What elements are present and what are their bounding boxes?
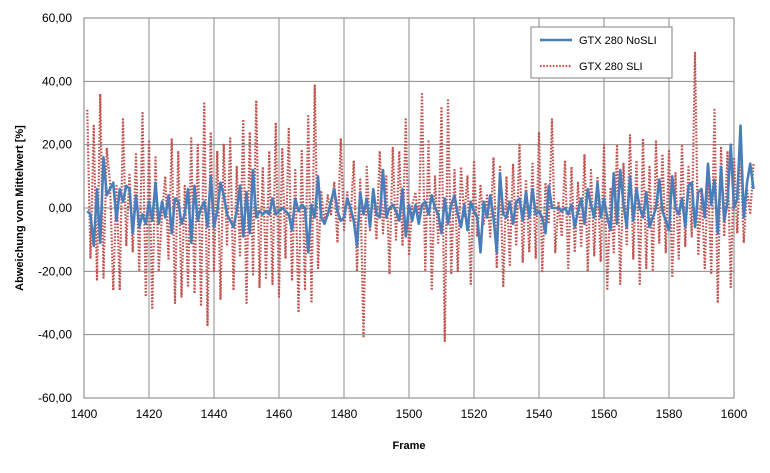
y-tick-label: 20,00 [42, 138, 72, 152]
y-tick-label: 60,00 [42, 11, 72, 25]
x-tick-label: 1560 [591, 407, 618, 421]
x-tick-label: 1540 [526, 407, 553, 421]
y-tick-labels: 60,00 40,00 20,00 0,00 -20,00 -40,00 -60,00 [38, 11, 72, 405]
legend-label-nosli: GTX 280 NoSLI [579, 35, 657, 47]
legend: GTX 280 NoSLI GTX 280 SLI [530, 26, 673, 79]
x-tick-label: 1500 [396, 407, 423, 421]
x-tick-label: 1600 [721, 407, 748, 421]
legend-label-sli: GTX 280 SLI [579, 61, 643, 73]
y-tick-label: 40,00 [42, 74, 72, 88]
y-tick-label: -40,00 [38, 328, 72, 342]
x-tick-label: 1520 [461, 407, 488, 421]
series-layer [86, 51, 755, 343]
legend-box [530, 26, 673, 79]
series-line-nosli [86, 124, 755, 254]
y-axis-title: Abweichung vom Mittelwert [%] [14, 125, 26, 291]
x-tick-labels: 1400 1420 1440 1460 1480 1500 1520 1540 1560 1580… [71, 407, 748, 421]
x-tick-label: 1480 [331, 407, 358, 421]
x-tick-label: 1460 [266, 407, 293, 421]
x-tick-label: 1420 [136, 407, 163, 421]
y-tick-label: 0,00 [49, 201, 73, 215]
x-axis-title: Frame [392, 440, 425, 452]
x-tick-label: 1580 [656, 407, 683, 421]
x-tick-label: 1440 [201, 407, 228, 421]
series-line-sli [86, 51, 755, 343]
y-tick-label: -20,00 [38, 264, 72, 278]
x-tick-label: 1400 [71, 407, 98, 421]
y-tick-label: -60,00 [38, 391, 72, 405]
